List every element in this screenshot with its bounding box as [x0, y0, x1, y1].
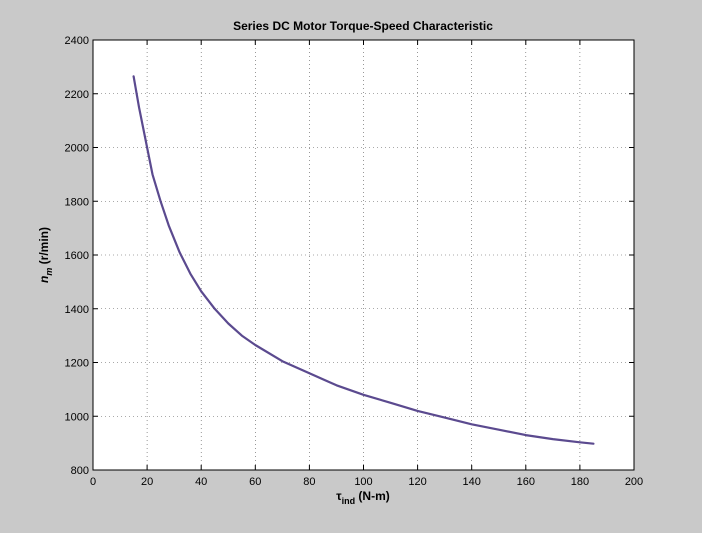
chart-title: Series DC Motor Torque-Speed Characteris…	[233, 19, 493, 33]
y-axis-label-unit: (r/min)	[37, 227, 51, 268]
x-tick-label: 100	[354, 476, 372, 488]
x-tick-label: 40	[195, 476, 207, 488]
x-tick-label: 120	[408, 476, 426, 488]
y-tick-label: 1400	[65, 304, 89, 316]
x-axis-label-subscript: ind	[342, 496, 356, 506]
x-axis-label-unit: (N-m)	[355, 489, 390, 503]
y-tick-label: 800	[71, 465, 89, 477]
torque-speed-curve	[132, 75, 595, 445]
x-tick-label: 180	[571, 476, 589, 488]
y-tick-label: 2000	[65, 143, 89, 155]
y-axis-label-symbol: n	[37, 276, 51, 283]
y-tick-label: 1800	[65, 196, 89, 208]
y-axis-label: nm (r/min)	[37, 227, 54, 283]
x-axis-label-symbol: τ	[336, 489, 342, 503]
x-tick-label: 0	[90, 476, 96, 488]
series	[132, 75, 595, 445]
x-tick-label: 80	[303, 476, 315, 488]
ticks: 0 20 40 60 80 100 120 140 160 180 200 800 1000 1200 14…	[65, 35, 644, 488]
y-tick-label: 1600	[65, 250, 89, 262]
y-tick-label: 1000	[65, 411, 89, 423]
y-tick-label: 2200	[65, 89, 89, 101]
x-tick-label: 200	[625, 476, 643, 488]
y-tick-label: 2400	[65, 35, 89, 47]
x-tick-label: 140	[463, 476, 481, 488]
x-tick-label: 60	[249, 476, 261, 488]
y-tick-label: 1200	[65, 358, 89, 370]
plot-area	[93, 40, 634, 470]
x-axis-label: τind (N-m)	[336, 489, 390, 506]
x-tick-label: 20	[141, 476, 153, 488]
y-axis-label-subscript: m	[44, 268, 54, 276]
x-tick-label: 160	[517, 476, 535, 488]
